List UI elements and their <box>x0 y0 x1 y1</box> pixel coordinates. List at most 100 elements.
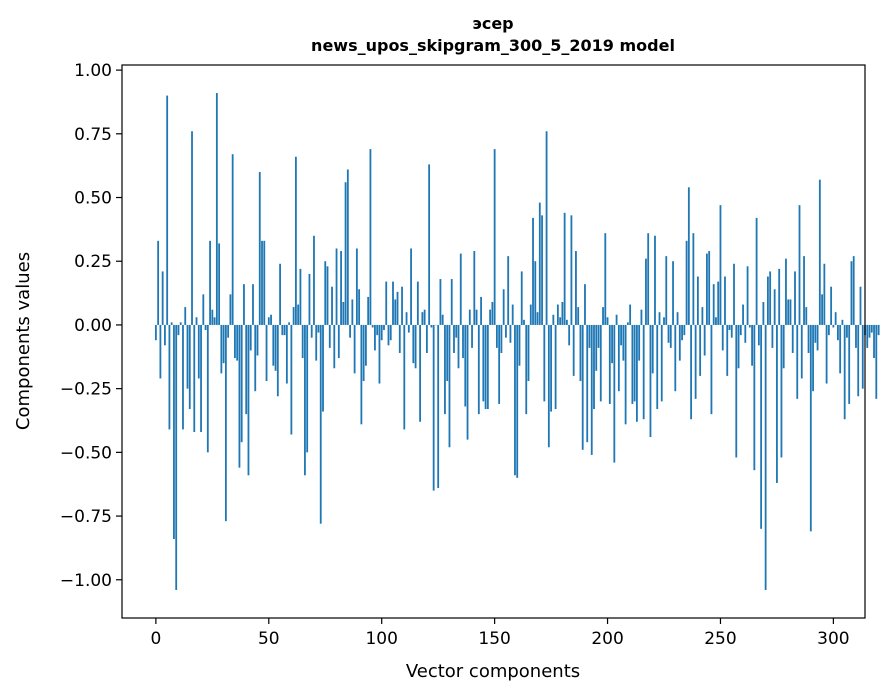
bar-190 <box>584 284 586 325</box>
bar-18 <box>195 317 198 325</box>
bar-290 <box>809 324 812 532</box>
bar-247 <box>712 284 715 325</box>
y-tick-label: −0.50 <box>60 443 112 463</box>
bar-274 <box>773 289 776 325</box>
bar-23 <box>206 324 209 453</box>
bar-36 <box>236 324 239 361</box>
bar-106 <box>394 299 397 325</box>
bar-27 <box>215 93 218 325</box>
bar-236 <box>687 187 690 325</box>
bar-209 <box>626 322 629 325</box>
bar-137 <box>464 324 467 407</box>
bar-107 <box>396 291 399 325</box>
bar-1 <box>157 240 160 325</box>
bar-19 <box>197 324 200 379</box>
bar-293 <box>816 324 819 351</box>
bar-292 <box>814 324 817 343</box>
bar-147 <box>486 324 489 410</box>
bar-250 <box>719 205 722 325</box>
bar-283 <box>794 271 796 325</box>
bar-281 <box>789 299 792 325</box>
bar-39 <box>243 284 245 325</box>
bar-5 <box>166 95 169 325</box>
bar-122 <box>430 324 433 328</box>
bar-67 <box>306 324 309 453</box>
bar-220 <box>651 324 654 374</box>
bar-146 <box>484 324 487 410</box>
bar-240 <box>696 276 699 325</box>
bar-302 <box>837 324 839 341</box>
bar-151 <box>495 324 498 348</box>
bar-33 <box>229 294 232 325</box>
bar-261 <box>744 324 747 343</box>
bar-62 <box>294 156 297 325</box>
bar-277 <box>780 324 783 458</box>
bar-6 <box>168 324 171 430</box>
bar-76 <box>326 266 329 325</box>
bar-312 <box>859 286 862 325</box>
bar-11 <box>179 322 182 325</box>
bar-307 <box>848 324 851 404</box>
bar-169 <box>536 312 539 325</box>
bar-269 <box>762 302 765 325</box>
bar-72 <box>317 324 320 333</box>
bar-86 <box>349 324 351 338</box>
bar-135 <box>459 253 462 325</box>
bar-74 <box>322 324 324 412</box>
x-tick-label: 300 <box>817 629 849 649</box>
bar-55 <box>279 263 281 325</box>
bar-70 <box>313 235 315 325</box>
bar-207 <box>622 324 625 361</box>
bar-63 <box>297 304 300 325</box>
bar-227 <box>667 324 670 343</box>
bar-141 <box>473 251 476 325</box>
bar-280 <box>787 299 790 325</box>
bar-88 <box>353 324 356 374</box>
bar-200 <box>606 317 609 325</box>
bar-21 <box>202 294 205 325</box>
x-axis-label: Vector components <box>406 661 580 682</box>
bar-275 <box>776 324 778 483</box>
bar-182 <box>565 319 568 325</box>
bar-144 <box>480 296 482 325</box>
bar-93 <box>365 324 367 366</box>
bar-8 <box>173 324 175 539</box>
bar-37 <box>238 324 241 468</box>
y-tick-label: −1.00 <box>60 571 112 591</box>
bar-145 <box>482 324 485 402</box>
bar-260 <box>742 304 744 325</box>
bar-270 <box>764 324 767 590</box>
bar-95 <box>369 149 372 325</box>
bar-42 <box>249 324 252 351</box>
bar-294 <box>818 179 821 325</box>
bar-188 <box>579 324 582 381</box>
bar-205 <box>617 324 620 392</box>
bar-49 <box>265 324 268 381</box>
bar-156 <box>507 256 510 325</box>
bar-96 <box>371 324 374 328</box>
bar-167 <box>532 217 534 325</box>
bar-308 <box>850 261 853 325</box>
bar-289 <box>807 324 810 353</box>
bar-160 <box>516 324 519 478</box>
bar-77 <box>328 324 331 348</box>
bar-31 <box>224 324 227 522</box>
bar-165 <box>527 324 530 381</box>
bar-9 <box>175 324 178 590</box>
bar-92 <box>362 324 365 381</box>
bar-309 <box>852 256 855 325</box>
bar-222 <box>656 324 659 410</box>
bar-201 <box>608 324 611 404</box>
bar-91 <box>360 324 363 425</box>
bar-245 <box>708 251 711 325</box>
bar-43 <box>252 284 254 325</box>
bar-75 <box>324 261 327 325</box>
bar-258 <box>737 324 740 369</box>
bar-185 <box>572 324 575 376</box>
y-tick-label: −0.75 <box>60 507 112 527</box>
bar-178 <box>556 304 559 325</box>
bar-45 <box>256 324 259 356</box>
bar-271 <box>766 276 769 325</box>
bar-83 <box>342 302 345 325</box>
bar-131 <box>450 279 453 325</box>
